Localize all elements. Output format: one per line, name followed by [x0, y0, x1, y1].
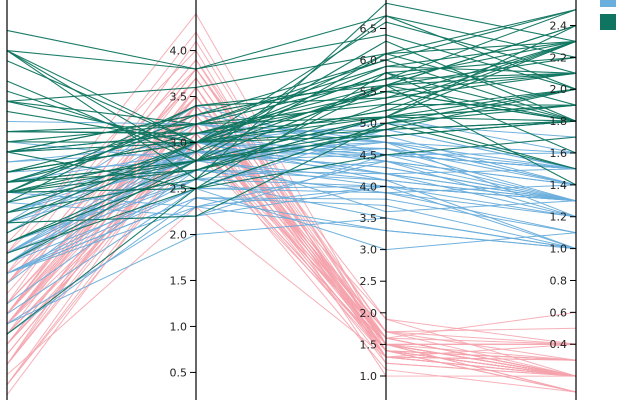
tick-label: 2.5: [360, 275, 378, 288]
tick-label: 0.4: [550, 338, 568, 351]
tick-label: 3.5: [360, 212, 378, 225]
series-line-virginica: [6, 40, 577, 183]
series-line-versicolor: [6, 185, 577, 274]
series-line-virginica: [6, 59, 577, 125]
tick-label: 0.8: [550, 274, 568, 287]
tick-label: 1.4: [550, 179, 568, 192]
legend-swatch-virginica: [600, 14, 616, 30]
series-line-setosa: [6, 104, 577, 345]
series-line-virginica: [6, 9, 577, 153]
legend-swatch-versicolor: [600, 0, 616, 7]
series-line-setosa: [6, 95, 577, 339]
series-line-virginica: [6, 88, 577, 264]
axes-layer: 0.5 1.0 1.5 2.0 2.5 3.0 3.5 4.0 1.0 1.5 2.0 2.5 3.0 3…: [6, 0, 577, 400]
tick-label: 3.0: [360, 244, 378, 257]
legend: [600, 0, 616, 30]
tick-label: 0.6: [550, 306, 568, 319]
series-line-virginica: [6, 88, 577, 173]
series-line-versicolor: [6, 187, 577, 315]
tick-label: 1.0: [550, 243, 568, 256]
tick-label: 3.0: [170, 137, 188, 150]
tick-label: 1.5: [170, 274, 188, 287]
tick-label: 4.5: [360, 149, 378, 162]
series-line-virginica: [6, 15, 577, 162]
tick-label: 2.4: [550, 19, 568, 32]
tick-label: 1.0: [170, 320, 188, 333]
tick-label: 4.0: [170, 45, 188, 58]
series-line-virginica: [6, 56, 577, 183]
series-line-virginica: [6, 9, 577, 102]
series-line-setosa: [6, 68, 577, 361]
tick-label: 6.5: [360, 22, 378, 35]
series-line-virginica: [6, 84, 577, 214]
series-line-setosa: [6, 141, 577, 386]
tick-label: 2.0: [360, 307, 378, 320]
tick-label: 1.0: [360, 370, 378, 383]
series-line-virginica: [6, 29, 577, 90]
series-line-virginica: [6, 40, 577, 203]
series-line-virginica: [6, 120, 577, 214]
series-line-versicolor: [6, 141, 577, 186]
series-line-virginica: [6, 122, 577, 224]
series-line-virginica: [6, 40, 577, 144]
polyline-layer: [6, 2, 577, 396]
tick-label: 2.0: [170, 228, 188, 241]
series-line-virginica: [6, 15, 577, 70]
series-line-virginica: [6, 2, 577, 181]
series-line-versicolor: [6, 178, 577, 244]
series-line-setosa: [6, 123, 577, 377]
series-line-setosa: [6, 77, 577, 377]
tick-label: 6.0: [360, 54, 378, 67]
series-line-virginica: [6, 104, 577, 244]
series-line-virginica: [6, 72, 577, 190]
series-line-virginica: [6, 116, 577, 234]
series-line-versicolor: [6, 197, 577, 274]
series-line-virginica: [6, 88, 577, 173]
tick-label: 0.5: [170, 366, 188, 379]
series-line-setosa: [6, 141, 577, 361]
series-line-virginica: [6, 104, 577, 193]
series-line-setosa: [6, 206, 577, 376]
series-line-setosa: [6, 141, 577, 396]
tick-label: 1.5: [360, 338, 378, 351]
tick-label: 1.8: [550, 115, 568, 128]
tick-label: 2.2: [550, 51, 568, 64]
series-line-virginica: [6, 120, 577, 224]
tick-label: 1.6: [550, 147, 568, 160]
series-line-versicolor: [6, 141, 577, 254]
series-line-setosa: [6, 68, 577, 377]
tick-label: 4.0: [360, 180, 378, 193]
tick-label: 2.5: [170, 183, 188, 196]
series-line-setosa: [6, 104, 577, 377]
series-line-versicolor: [6, 160, 577, 208]
tick-label: 2.0: [550, 83, 568, 96]
series-line-setosa: [6, 123, 577, 386]
tick-label: 3.5: [170, 91, 188, 104]
tick-label: 5.0: [360, 117, 378, 130]
series-line-virginica: [6, 24, 577, 153]
tick-label: 1.2: [550, 211, 568, 224]
tick-label: 5.5: [360, 86, 378, 99]
